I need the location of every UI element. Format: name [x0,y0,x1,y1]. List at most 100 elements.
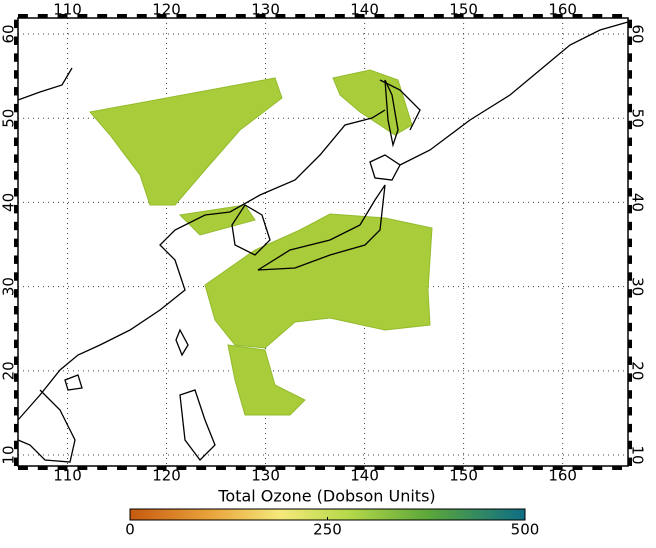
border-segment [176,466,187,470]
coastline [231,204,271,256]
lon-label-bottom: 150 [449,467,478,485]
lon-label-bottom: 160 [548,467,577,485]
border-segment [592,466,603,470]
lat-label-right: 10 [629,446,647,465]
coastlines [17,21,629,463]
border-segment [176,14,187,18]
border-segment [628,440,632,450]
border-segment [628,272,632,281]
border-segment [493,466,504,470]
border-segment [628,339,632,349]
border-segment [14,457,18,466]
border-segment [473,14,484,18]
lat-label-right: 50 [629,109,647,128]
colorbar-tick-label: 0 [125,521,135,539]
coastline [257,184,386,271]
lat-label-left: 40 [0,193,18,212]
coastline [17,67,386,421]
border-segment [14,171,18,180]
border-segment [14,390,18,399]
colorbar-title: Total Ozone (Dobson Units) [217,487,435,506]
border-segment [612,466,623,470]
border-segment [592,14,603,18]
border-segment [14,137,18,146]
coastline [17,389,76,463]
border-segment [628,70,632,79]
border-segment [14,306,18,315]
border-segment [552,466,563,470]
border-segment [14,238,18,248]
border-segment [77,14,88,18]
border-segment [315,14,325,18]
lon-label-top: 150 [449,1,478,19]
border-segment [156,14,167,18]
coastline [379,21,629,166]
border-segment [374,14,385,18]
border-segment [14,339,18,349]
lon-label-bottom: 130 [251,467,280,485]
lat-label-left: 50 [0,109,18,128]
border-segment [57,14,68,18]
border-segment [473,466,484,470]
lon-label-bottom: 110 [53,467,82,485]
border-segment [235,466,246,470]
border-segment [57,466,68,470]
ozone-patch [89,77,283,206]
border-segment [14,204,18,214]
coastline [384,79,399,148]
lon-label-bottom: 140 [350,467,379,485]
border-segment [18,466,28,470]
lat-label-right: 30 [629,277,647,296]
border-segment [628,457,632,466]
border-segment [414,14,425,18]
border-segment [532,466,543,470]
lon-label-bottom: 120 [152,467,181,485]
border-segment [628,390,632,399]
border-segment [14,289,18,298]
border-segment [334,14,345,18]
lon-label-top: 110 [53,1,82,19]
border-segment [532,14,543,18]
lat-label-right: 20 [629,361,647,380]
border-segment [196,14,207,18]
border-segment [14,87,18,96]
colorbar-tick-label: 250 [313,521,342,539]
border-segment [354,14,365,18]
map-border [14,14,632,470]
border-segment [628,289,632,298]
border-segment [14,407,18,416]
border-segment [275,466,286,470]
border-segment [295,14,306,18]
border-segment [14,154,18,163]
border-segment [14,373,18,382]
coastline [64,374,83,391]
border-segment [334,466,345,470]
border-segment [433,466,444,470]
border-segment [14,188,18,197]
border-segment [14,272,18,281]
border-segment [136,14,147,18]
border-segment [628,171,632,180]
border-segment [255,466,266,470]
border-segment [628,137,632,146]
border-segment [14,53,18,62]
border-segment [433,14,444,18]
ozone-patch [227,344,306,416]
border-segment [453,466,464,470]
border-segment [628,238,632,248]
border-segment [394,14,405,18]
lon-label-top: 120 [152,1,181,19]
border-segment [14,322,18,332]
border-segment [628,322,632,332]
border-segment [37,14,48,18]
lon-label-top: 160 [548,1,577,19]
border-segment [37,466,48,470]
border-segment [117,14,127,18]
border-segment [572,14,583,18]
border-segment [374,466,385,470]
border-segment [14,19,18,29]
border-segment [315,466,325,470]
border-segment [235,14,246,18]
border-segment [77,466,88,470]
